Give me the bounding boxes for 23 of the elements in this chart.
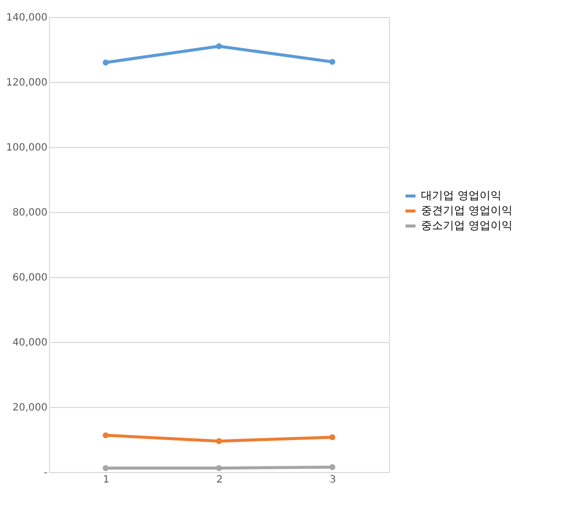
legend-label: 중견기업 영업이익: [421, 204, 512, 217]
point: [216, 43, 222, 50]
x-tick-label: 3: [330, 474, 336, 486]
point: [216, 465, 222, 472]
y-tick-label: 40,000: [12, 338, 48, 348]
point: [329, 464, 336, 470]
point: [102, 432, 109, 438]
y-tick-label: 100,000: [6, 142, 48, 154]
y-tick-label: 140,000: [6, 12, 48, 24]
legend-label: 대기업 영업이익: [421, 189, 502, 202]
x-tick-label: 1: [102, 474, 110, 486]
point: [329, 58, 336, 65]
y-tick-label: 80,000: [12, 208, 48, 218]
point: [102, 465, 109, 472]
x-tick-label: 2: [216, 474, 223, 486]
legend-label: 중소기업 영업이익: [421, 219, 512, 232]
y-tick-label: -: [44, 468, 48, 478]
point: [216, 438, 222, 444]
point: [102, 60, 109, 66]
y-tick-label: 20,000: [12, 402, 48, 414]
y-tick-label: 60,000: [12, 272, 48, 284]
y-tick-label: 120,000: [6, 78, 48, 88]
point: [329, 434, 336, 440]
